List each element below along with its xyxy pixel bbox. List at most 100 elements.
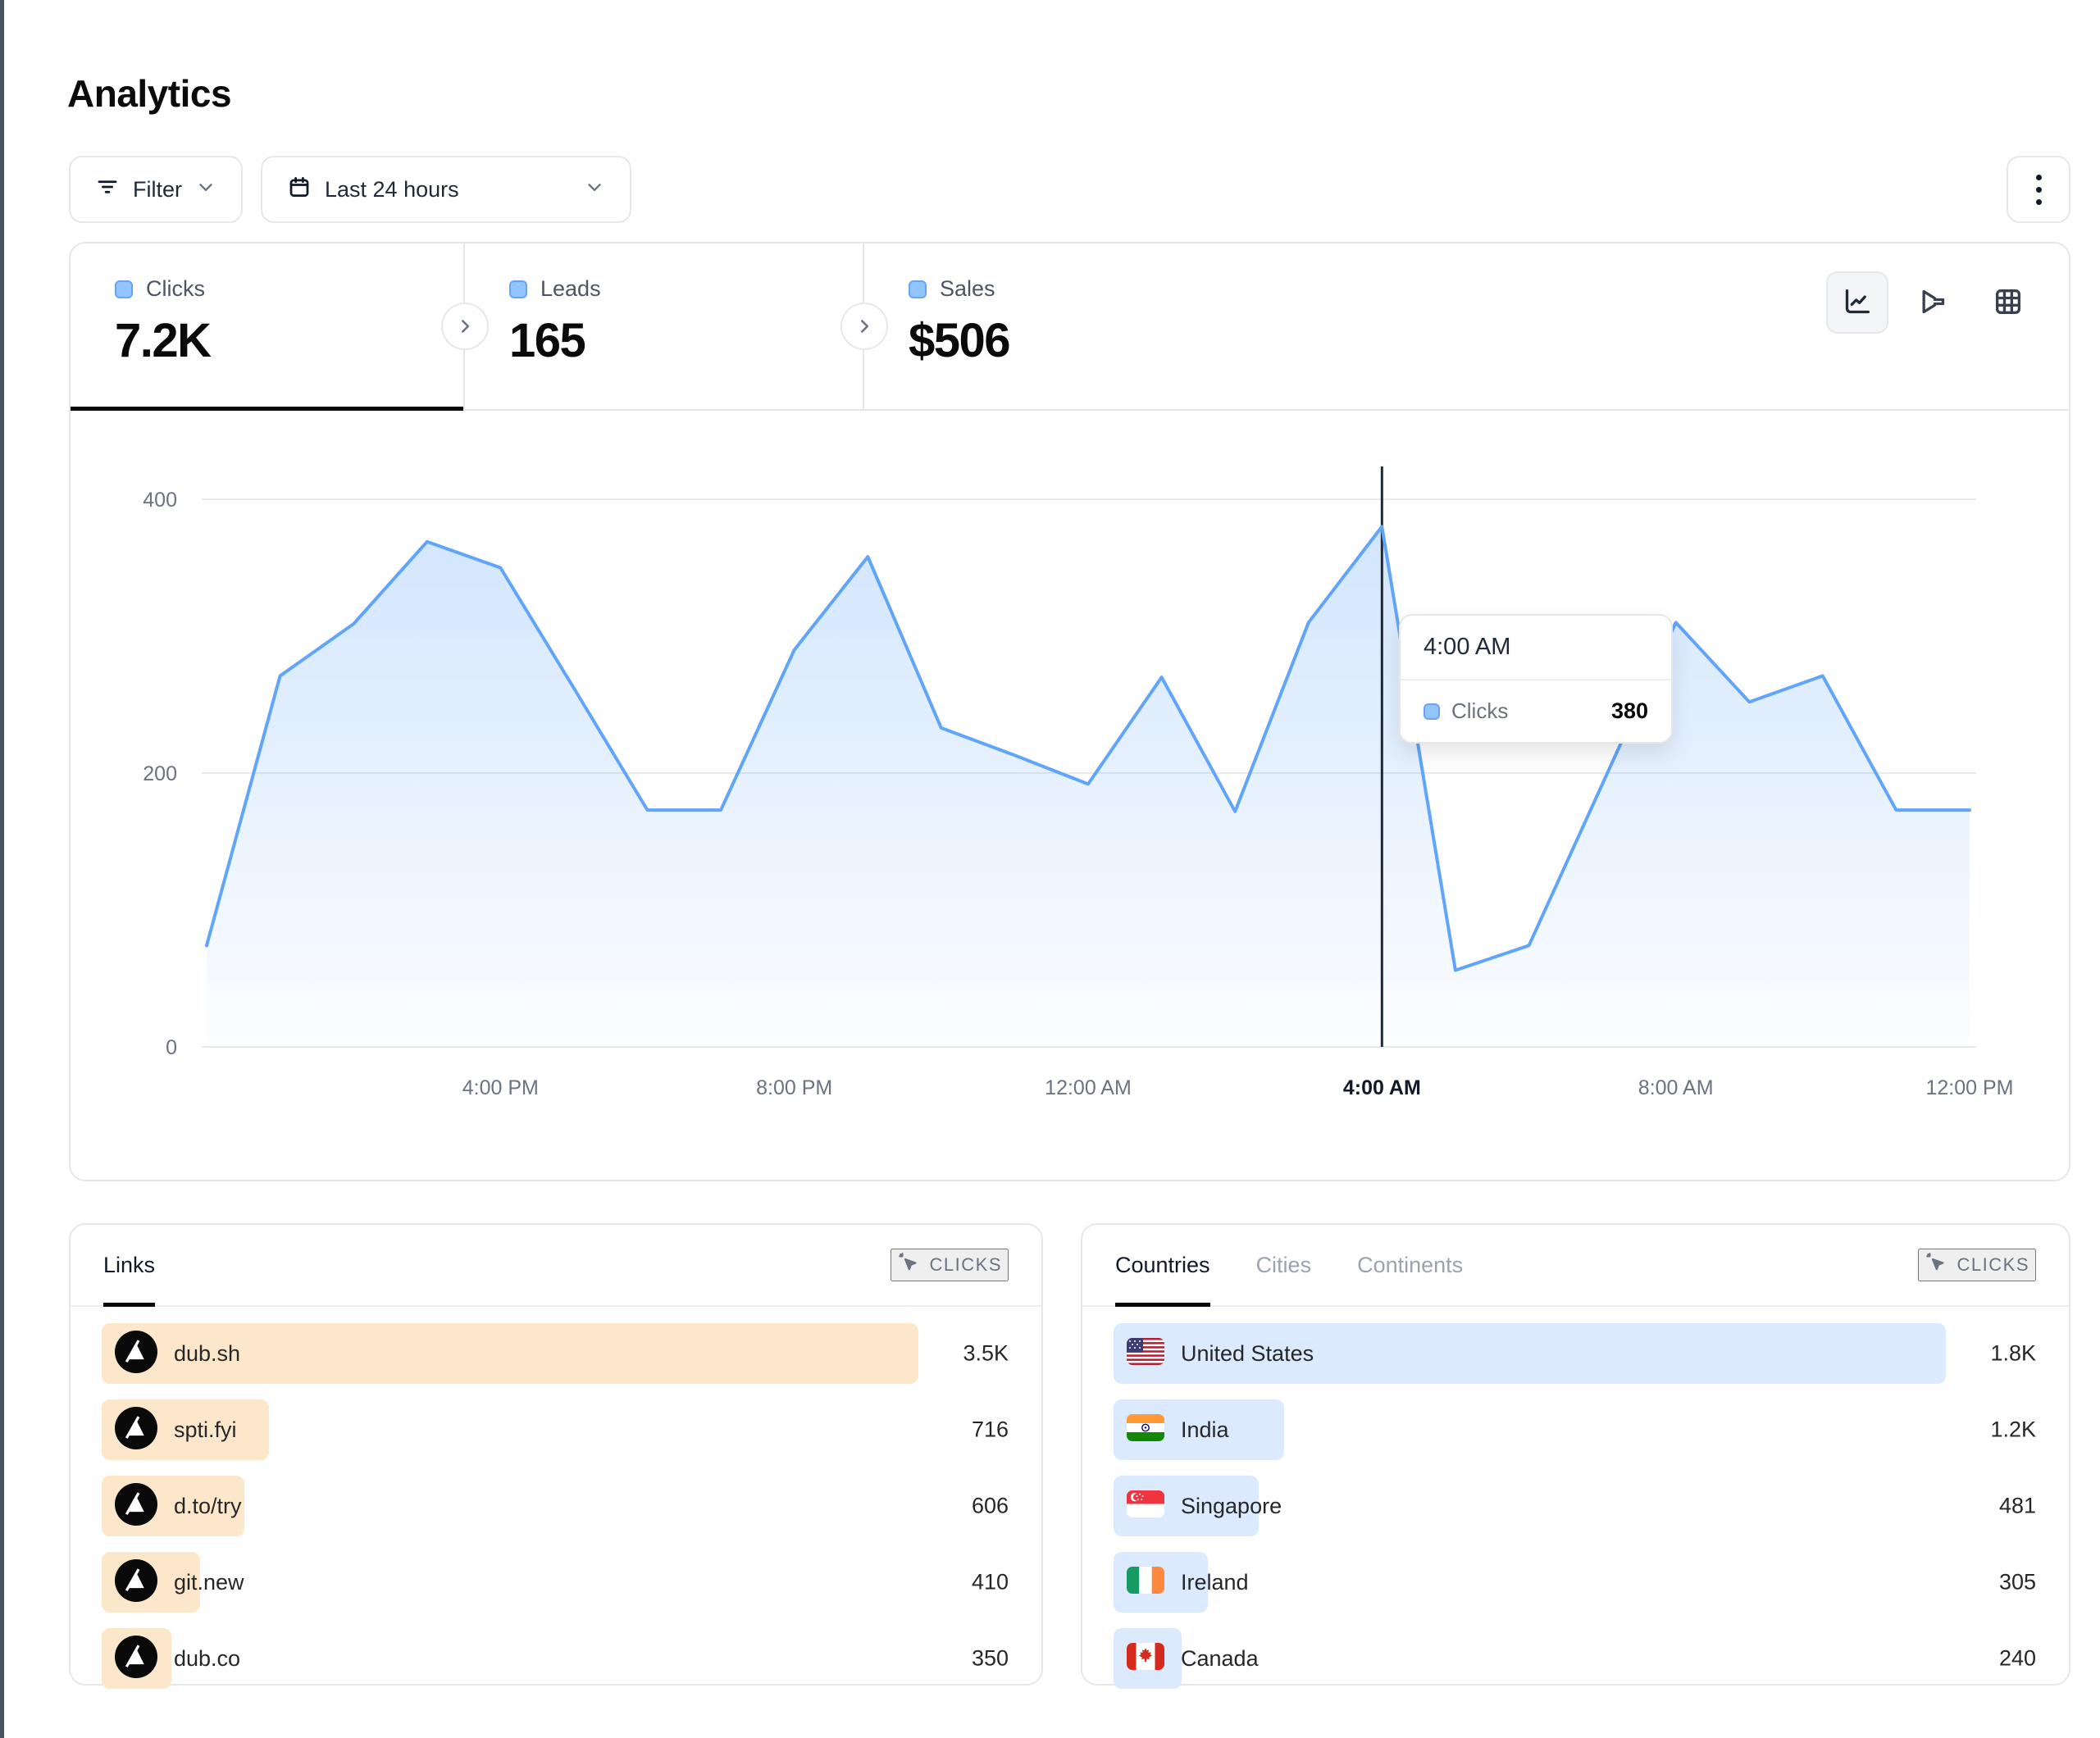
expand-sales-button[interactable] <box>840 303 888 350</box>
sales-legend-swatch <box>909 280 927 298</box>
country-row-label: Ireland <box>1181 1569 1249 1595</box>
country-row[interactable]: Ireland 305 <box>1114 1552 2036 1613</box>
us-flag-icon <box>1127 1338 1164 1369</box>
country-row-value: 1.2K <box>1990 1417 2036 1442</box>
x-axis-tick-label: 12:00 PM <box>1925 1076 2013 1099</box>
link-row-value: 3.5K <box>963 1340 1009 1366</box>
filter-button[interactable]: Filter <box>69 156 243 223</box>
x-axis-tick-label: 4:00 PM <box>462 1076 539 1099</box>
link-row[interactable]: dub.sh 3.5K <box>102 1323 1009 1384</box>
ca-flag-icon <box>1127 1643 1164 1674</box>
country-row[interactable]: Singapore 481 <box>1114 1476 2036 1536</box>
link-row-bar <box>102 1323 918 1384</box>
country-row-label: India <box>1181 1417 1229 1442</box>
chart-mode-toggle <box>1826 271 2039 334</box>
funnel-chart-icon <box>1916 285 1949 321</box>
link-row-value: 350 <box>971 1645 1009 1671</box>
sales-value: $506 <box>909 314 1011 367</box>
y-axis-tick-label: 400 <box>143 489 177 512</box>
date-range-button[interactable]: Last 24 hours <box>261 156 631 223</box>
tooltip-time: 4:00 AM <box>1401 616 1671 680</box>
cursor-click-icon <box>897 1251 920 1279</box>
chart-line-clicks <box>205 525 1971 972</box>
link-row-label: spti.fyi <box>174 1417 237 1442</box>
country-row-label: Canada <box>1181 1645 1259 1671</box>
tab-clicks[interactable]: Clicks 7.2K <box>71 243 465 411</box>
country-row[interactable]: Canada 240 <box>1114 1628 2036 1689</box>
tab-cities[interactable]: Cities <box>1255 1252 1312 1277</box>
tooltip-value: 380 <box>1610 698 1648 723</box>
links-panel: Links CLICKS dub.sh 3.5K spti.fyi 716 d.to/t… <box>69 1223 1043 1689</box>
tooltip-series-label: Clicks <box>1451 698 1509 723</box>
links-metric-toggle[interactable]: CLICKS <box>890 1249 1009 1281</box>
line-chart-mode-button[interactable] <box>1826 271 1888 334</box>
link-row-label: dub.sh <box>174 1340 241 1366</box>
y-axis-tick-label: 0 <box>166 1036 177 1059</box>
link-row-value: 606 <box>971 1493 1009 1518</box>
countries-metric-label: CLICKS <box>1957 1254 2029 1275</box>
window-edge-accent <box>0 0 4 1738</box>
page-title: Analytics <box>67 71 232 115</box>
y-axis-tick-label: 200 <box>143 762 177 785</box>
tab-sales[interactable]: Sales $506 <box>864 243 2069 409</box>
sg-flag-icon <box>1127 1490 1164 1522</box>
country-row-label: Singapore <box>1181 1493 1282 1518</box>
x-axis-tick-label: 12:00 AM <box>1045 1076 1132 1099</box>
clicks-tab-label: Clicks <box>146 276 205 301</box>
chevron-down-icon <box>584 176 605 203</box>
leads-legend-swatch <box>509 280 527 298</box>
country-row-bar <box>1114 1323 1946 1384</box>
clicks-value: 7.2K <box>115 314 212 367</box>
line-chart-icon <box>1841 285 1874 321</box>
x-axis-tick-label: 8:00 PM <box>756 1076 832 1099</box>
tab-countries[interactable]: Countries <box>1115 1225 1210 1307</box>
tab-links[interactable]: Links <box>103 1225 156 1307</box>
funnel-chart-mode-button[interactable] <box>1902 271 1964 334</box>
country-row[interactable]: India 1.2K <box>1114 1399 2036 1460</box>
tab-leads[interactable]: Leads 165 <box>465 243 864 409</box>
dub-favicon-icon <box>115 1482 157 1530</box>
cursor-click-icon <box>1925 1251 1947 1279</box>
table-view-mode-button[interactable] <box>1977 271 2039 334</box>
link-row[interactable]: spti.fyi 716 <box>102 1399 1009 1460</box>
tooltip-legend-swatch <box>1424 703 1440 720</box>
link-row-label: git.new <box>174 1569 244 1595</box>
in-flag-icon <box>1127 1414 1164 1445</box>
clicks-area-chart[interactable]: 0 200 400 4:00 PM 8:00 PM 12:00 AM 4:00 AM 8:00… <box>71 243 2072 1183</box>
countries-list: United States 1.8K India 1.2K Singapore 481 Ir… <box>1082 1307 2069 1689</box>
countries-panel: Countries Cities Continents CLICKS Unite… <box>1081 1223 2070 1689</box>
dub-favicon-icon <box>115 1406 157 1454</box>
toolbar: Filter Last 24 hours <box>69 156 2070 223</box>
country-row-value: 481 <box>1998 1493 2036 1518</box>
countries-metric-toggle[interactable]: CLICKS <box>1917 1249 2036 1281</box>
ie-flag-icon <box>1127 1567 1164 1598</box>
link-row[interactable]: dub.co 350 <box>102 1628 1009 1689</box>
expand-leads-button[interactable] <box>441 303 489 350</box>
dub-favicon-icon <box>115 1558 157 1606</box>
chevron-down-icon <box>195 176 216 203</box>
country-row-value: 305 <box>1998 1569 2036 1595</box>
table-grid-icon <box>1992 285 2025 321</box>
x-axis-tick-label: 4:00 AM <box>1343 1076 1421 1099</box>
links-list: dub.sh 3.5K spti.fyi 716 d.to/try 606 git.new 4… <box>71 1307 1041 1689</box>
dub-favicon-icon <box>115 1330 157 1377</box>
analytics-chart-card: 0 200 400 4:00 PM 8:00 PM 12:00 AM 4:00 AM 8:00… <box>69 242 2070 1181</box>
date-range-label: Last 24 hours <box>325 176 459 202</box>
links-metric-label: CLICKS <box>929 1254 1002 1275</box>
chart-area-fill <box>207 526 1970 1047</box>
filter-lines-icon <box>95 175 120 205</box>
link-row[interactable]: git.new 410 <box>102 1552 1009 1613</box>
calendar-icon <box>287 175 312 205</box>
link-row-label: d.to/try <box>174 1493 242 1518</box>
link-row[interactable]: d.to/try 606 <box>102 1476 1009 1536</box>
more-options-button[interactable] <box>2007 156 2070 223</box>
dub-favicon-icon <box>115 1635 157 1682</box>
tab-continents[interactable]: Continents <box>1357 1252 1464 1277</box>
metric-tabs-row: Clicks 7.2K Leads 165 Sales $506 <box>71 243 2069 411</box>
country-row[interactable]: United States 1.8K <box>1114 1323 2036 1384</box>
link-row-value: 716 <box>971 1417 1009 1442</box>
chart-tooltip: 4:00 AM Clicks 380 <box>1399 614 1673 744</box>
filter-button-label: Filter <box>133 176 182 202</box>
x-axis-tick-label: 8:00 AM <box>1638 1076 1714 1099</box>
leads-tab-label: Leads <box>540 276 601 301</box>
